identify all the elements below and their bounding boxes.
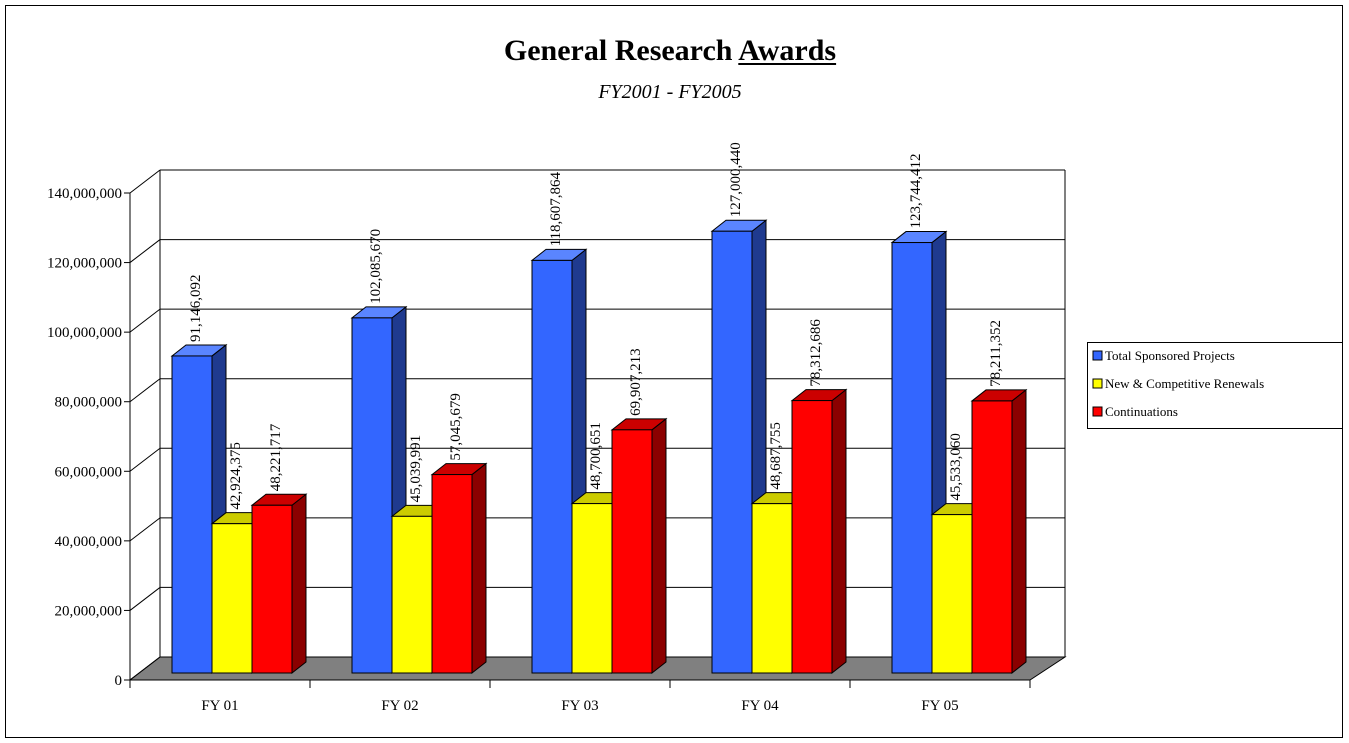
legend-swatch <box>1092 378 1103 389</box>
y-tick-label: 40,000,000 <box>55 534 123 550</box>
value-label: 69,907,213 <box>628 348 644 416</box>
y-tick-label: 120,000,000 <box>47 256 122 272</box>
bar-front <box>611 429 653 674</box>
bar-front <box>211 523 253 674</box>
value-label: 45,039,991 <box>408 435 424 503</box>
bar <box>970 388 1028 675</box>
y-tick-label: 60,000,000 <box>55 464 123 480</box>
legend-label: Total Sponsored Projects <box>1105 348 1235 363</box>
x-tick-label: FY 04 <box>741 698 779 714</box>
bar-side <box>651 417 667 675</box>
bar-side <box>291 493 307 675</box>
bar-front <box>391 515 433 674</box>
y-tick-label: 20,000,000 <box>55 603 123 619</box>
grid-line-side <box>129 308 161 333</box>
value-label: 123,744,412 <box>908 154 924 229</box>
bar <box>790 388 848 675</box>
legend-box <box>1087 342 1343 429</box>
bar-front <box>571 503 613 674</box>
x-tick-label: FY 01 <box>201 698 238 714</box>
grid-line-side <box>129 587 161 611</box>
x-tick-label: FY 05 <box>921 698 958 714</box>
value-label: 102,085,670 <box>368 229 384 304</box>
bar <box>430 462 488 675</box>
grid-line-side <box>129 517 161 542</box>
bar-side <box>831 388 847 675</box>
bar <box>250 493 308 675</box>
x-tick-label: FY 02 <box>381 698 418 714</box>
bar-side <box>1011 388 1027 675</box>
value-label: 118,607,864 <box>548 171 564 246</box>
value-label: 127,000,440 <box>728 142 744 217</box>
grid-line-side <box>129 656 161 681</box>
grid-line-side <box>129 169 161 194</box>
legend-swatch <box>1092 406 1103 417</box>
value-label: 91,146,092 <box>188 274 204 342</box>
grid-line-side <box>129 378 161 403</box>
value-label: 57,045,679 <box>448 393 464 461</box>
bar-front <box>711 230 753 674</box>
grid-line-side <box>129 239 161 263</box>
value-label: 78,312,686 <box>808 319 824 387</box>
y-tick-label: 0 <box>115 673 123 689</box>
bar <box>530 248 588 675</box>
bar-front <box>891 242 933 674</box>
y-tick-label: 80,000,000 <box>55 395 123 411</box>
y-tick-label: 140,000,000 <box>47 186 122 202</box>
chart-subtitle: FY2001 - FY2005 <box>597 81 741 103</box>
bar-front <box>251 504 293 674</box>
bar-front <box>971 400 1013 674</box>
bar-front <box>171 355 213 674</box>
bar-front <box>791 400 833 674</box>
bar-front <box>351 317 393 674</box>
value-label: 48,700,651 <box>588 422 604 490</box>
bar-front <box>751 503 793 674</box>
bar <box>610 417 668 675</box>
bar <box>170 343 228 675</box>
value-label: 45,533,060 <box>948 433 964 501</box>
value-label: 48,221,717 <box>268 423 284 491</box>
value-label: 42,924,375 <box>228 442 244 510</box>
y-tick-label: 100,000,000 <box>47 325 122 341</box>
legend-label: New & Competitive Renewals <box>1105 376 1264 391</box>
bar-front <box>531 259 573 674</box>
bar <box>350 305 408 675</box>
bar-front <box>431 474 473 674</box>
grid-line-side <box>129 447 161 472</box>
value-label: 78,211,352 <box>988 320 1004 387</box>
bar-front <box>931 514 973 674</box>
legend-label: Continuations <box>1105 404 1178 419</box>
value-label: 48,687,755 <box>768 422 784 490</box>
x-tick-label: FY 03 <box>561 698 598 714</box>
chart-title: General Research Awards <box>504 34 836 67</box>
bar-side <box>471 462 487 675</box>
legend-swatch <box>1092 350 1103 361</box>
